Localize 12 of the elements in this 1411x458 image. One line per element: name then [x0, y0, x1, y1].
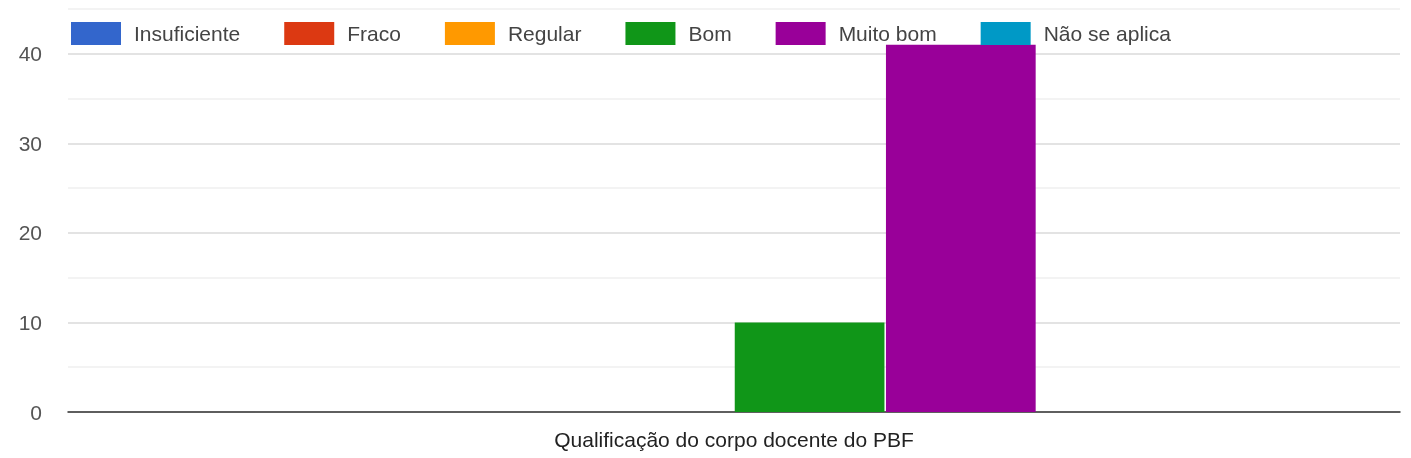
legend-label: Não se aplica: [1043, 22, 1172, 45]
x-tick-label: Qualificação do corpo docente do PBF: [554, 428, 914, 451]
legend-label: Muito bom: [838, 22, 937, 45]
y-tick-label: 40: [18, 42, 42, 66]
legend-label: Fraco: [347, 22, 401, 45]
y-tick-label: 30: [18, 131, 42, 155]
y-tick-label: 0: [30, 400, 42, 424]
legend-label: Regular: [507, 22, 582, 45]
y-tick-label: 20: [18, 221, 42, 245]
legend-label: Bom: [688, 22, 732, 45]
legend-label: Insuficiente: [134, 22, 241, 45]
y-tick-label: 10: [18, 310, 42, 334]
